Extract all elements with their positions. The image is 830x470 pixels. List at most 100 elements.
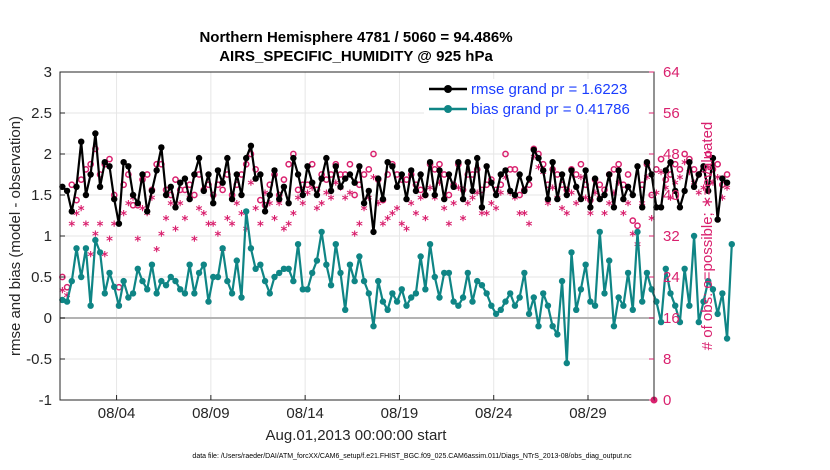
bias-point bbox=[346, 261, 354, 268]
rmse-point bbox=[525, 175, 533, 182]
bias-point bbox=[120, 277, 127, 285]
obs-evaluated-point: * bbox=[516, 209, 523, 224]
obs-evaluated-point: * bbox=[662, 183, 669, 198]
obs-evaluated-point: * bbox=[436, 178, 443, 193]
rmse-point bbox=[408, 167, 415, 174]
obs-evaluated-point: * bbox=[648, 214, 655, 229]
rmse-point bbox=[700, 163, 707, 170]
rmse-point bbox=[676, 204, 684, 211]
rmse-point bbox=[695, 171, 702, 178]
rmse-point bbox=[82, 191, 90, 199]
obs-evaluated-point: * bbox=[441, 204, 448, 219]
bias-point bbox=[620, 302, 627, 309]
rmse-point bbox=[714, 216, 721, 223]
bias-point bbox=[417, 253, 424, 260]
obs-evaluated-point: * bbox=[290, 209, 297, 224]
rmse-point bbox=[591, 175, 599, 182]
obs-evaluated-point: * bbox=[620, 209, 627, 224]
bias-point bbox=[398, 286, 405, 293]
obs-evaluated-point: * bbox=[281, 224, 288, 239]
obs-evaluated-point: * bbox=[545, 199, 552, 214]
bias-point bbox=[544, 302, 552, 309]
obs-possible-point bbox=[77, 176, 85, 183]
rmse-point bbox=[186, 195, 193, 203]
rmse-point bbox=[224, 154, 231, 162]
obs-evaluated-point: * bbox=[200, 209, 207, 224]
obs-evaluated-point: * bbox=[587, 209, 594, 224]
obs-evaluated-point: * bbox=[629, 230, 636, 245]
obs-possible-point bbox=[436, 160, 443, 168]
obs-evaluated-point: * bbox=[224, 214, 231, 229]
rmse-point bbox=[327, 187, 335, 195]
bias-point bbox=[78, 273, 85, 281]
rmse-point bbox=[87, 171, 94, 178]
rmse-point bbox=[210, 200, 217, 207]
rmse-point bbox=[497, 171, 504, 178]
obs-evaluated-point: * bbox=[210, 219, 217, 234]
rmse-point bbox=[153, 167, 160, 174]
y-tick-label: 0 bbox=[44, 310, 52, 327]
obs-evaluated-point: * bbox=[243, 224, 250, 239]
plot-area: ****************************************… bbox=[59, 130, 735, 404]
bias-point bbox=[483, 290, 490, 297]
obs-evaluated-point: * bbox=[530, 153, 537, 168]
bias-point bbox=[393, 298, 401, 305]
bias-point bbox=[125, 294, 132, 301]
rmse-point bbox=[412, 187, 420, 195]
obs-evaluated-point: * bbox=[446, 219, 453, 234]
rmse-point bbox=[540, 167, 547, 174]
obs-possible-point bbox=[657, 155, 665, 163]
obs-evaluated-point: * bbox=[431, 194, 438, 209]
rmse-point bbox=[129, 191, 137, 199]
chart-title-line1: Northern Hemisphere 4781 / 5060 = 94.486… bbox=[199, 29, 512, 46]
rmse-point bbox=[582, 167, 589, 174]
obs-evaluated-point: * bbox=[262, 189, 269, 204]
rmse-point bbox=[162, 191, 170, 199]
obs-evaluated-point: * bbox=[667, 194, 674, 209]
bias-point bbox=[516, 294, 523, 301]
bias-point bbox=[610, 323, 618, 330]
bias-point bbox=[243, 208, 250, 215]
rmse-point bbox=[535, 154, 542, 162]
y-tick-label: 2.5 bbox=[31, 105, 52, 122]
bias-point bbox=[507, 290, 514, 297]
bias-point bbox=[436, 294, 443, 301]
obs-evaluated-point: * bbox=[521, 209, 528, 224]
bias-point bbox=[667, 290, 674, 297]
rmse-point bbox=[686, 159, 693, 166]
bias-point bbox=[96, 249, 104, 256]
rmse-point bbox=[549, 159, 556, 166]
obs-evaluated-point: * bbox=[592, 189, 599, 204]
bias-point bbox=[356, 253, 363, 260]
obs-evaluated-point: * bbox=[83, 219, 90, 234]
bias-point bbox=[375, 277, 382, 285]
bias-point bbox=[648, 286, 655, 293]
bias-point bbox=[643, 269, 651, 277]
rmse-point bbox=[393, 183, 401, 190]
rmse-point bbox=[544, 195, 552, 203]
y-tick-label: 2 bbox=[44, 146, 52, 163]
bias-point bbox=[351, 277, 358, 285]
rmse-point bbox=[690, 183, 698, 190]
obs-possible-point bbox=[723, 171, 731, 178]
obs-possible-point bbox=[172, 176, 179, 183]
bias-point bbox=[134, 265, 141, 272]
rmse-point bbox=[455, 159, 462, 166]
bias-point bbox=[144, 286, 151, 293]
bias-point bbox=[497, 306, 504, 313]
bias-point bbox=[365, 290, 372, 297]
y-tick-label: -0.5 bbox=[26, 351, 52, 368]
obs-evaluated-point: * bbox=[87, 250, 94, 265]
bias-point bbox=[271, 273, 278, 281]
rmse-point bbox=[313, 191, 321, 199]
rmse-point bbox=[181, 175, 189, 182]
rmse-point bbox=[516, 171, 523, 178]
bias-point bbox=[445, 269, 453, 277]
rmse-point bbox=[450, 183, 457, 190]
obs-evaluated-point: * bbox=[677, 173, 684, 188]
bias-point bbox=[568, 249, 575, 256]
rmse-point bbox=[441, 195, 448, 203]
rmse-point bbox=[63, 187, 71, 195]
obs-evaluated-point: * bbox=[257, 219, 264, 234]
